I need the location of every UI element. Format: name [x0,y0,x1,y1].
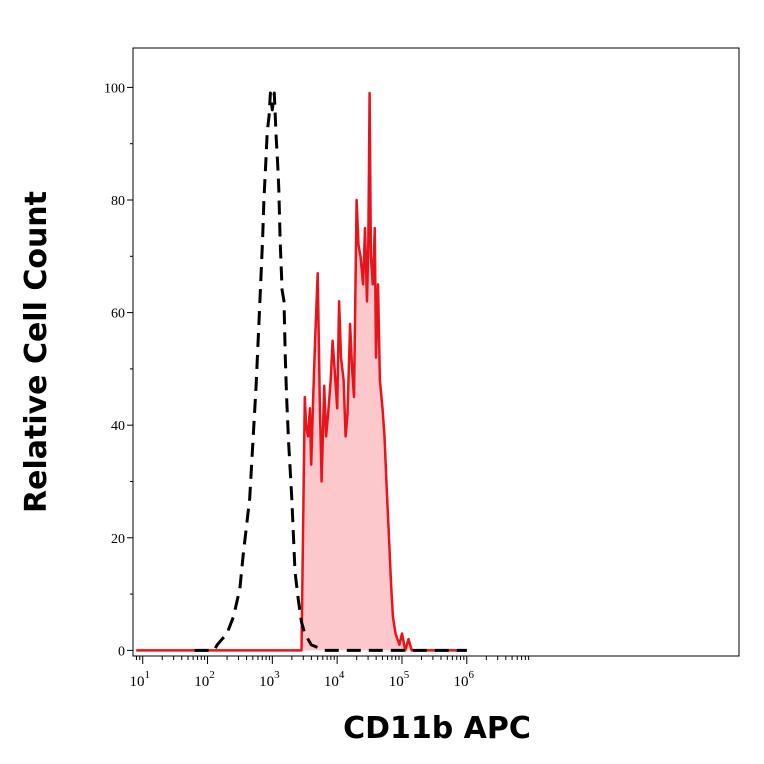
x-tick-label: 101 [129,669,150,690]
plot-frame [132,47,740,657]
y-tick-label: 40 [111,419,125,434]
stained-series-line [136,91,467,652]
x-tick-label: 104 [324,669,345,690]
x-tick-label: 102 [194,669,215,690]
y-axis-title: Relative Cell Count [19,191,54,513]
y-tick-label: 0 [118,644,125,659]
x-axis-title: CD11b APC [343,711,531,746]
x-tick-label: 105 [389,669,410,690]
x-tick-label: 103 [259,669,280,690]
stained-series-fill [136,93,467,651]
control-series-line [194,91,467,652]
x-ticks: 101 102 103 104 105 106 [129,656,530,690]
y-tick-label: 80 [111,194,125,209]
y-tick-label: 60 [111,307,125,322]
y-tick-label: 100 [104,81,125,96]
y-ticks: 0 20 40 60 80 100 [104,81,133,659]
y-tick-label: 20 [111,532,125,547]
x-tick-label: 106 [454,669,475,690]
series-layer [136,91,467,652]
